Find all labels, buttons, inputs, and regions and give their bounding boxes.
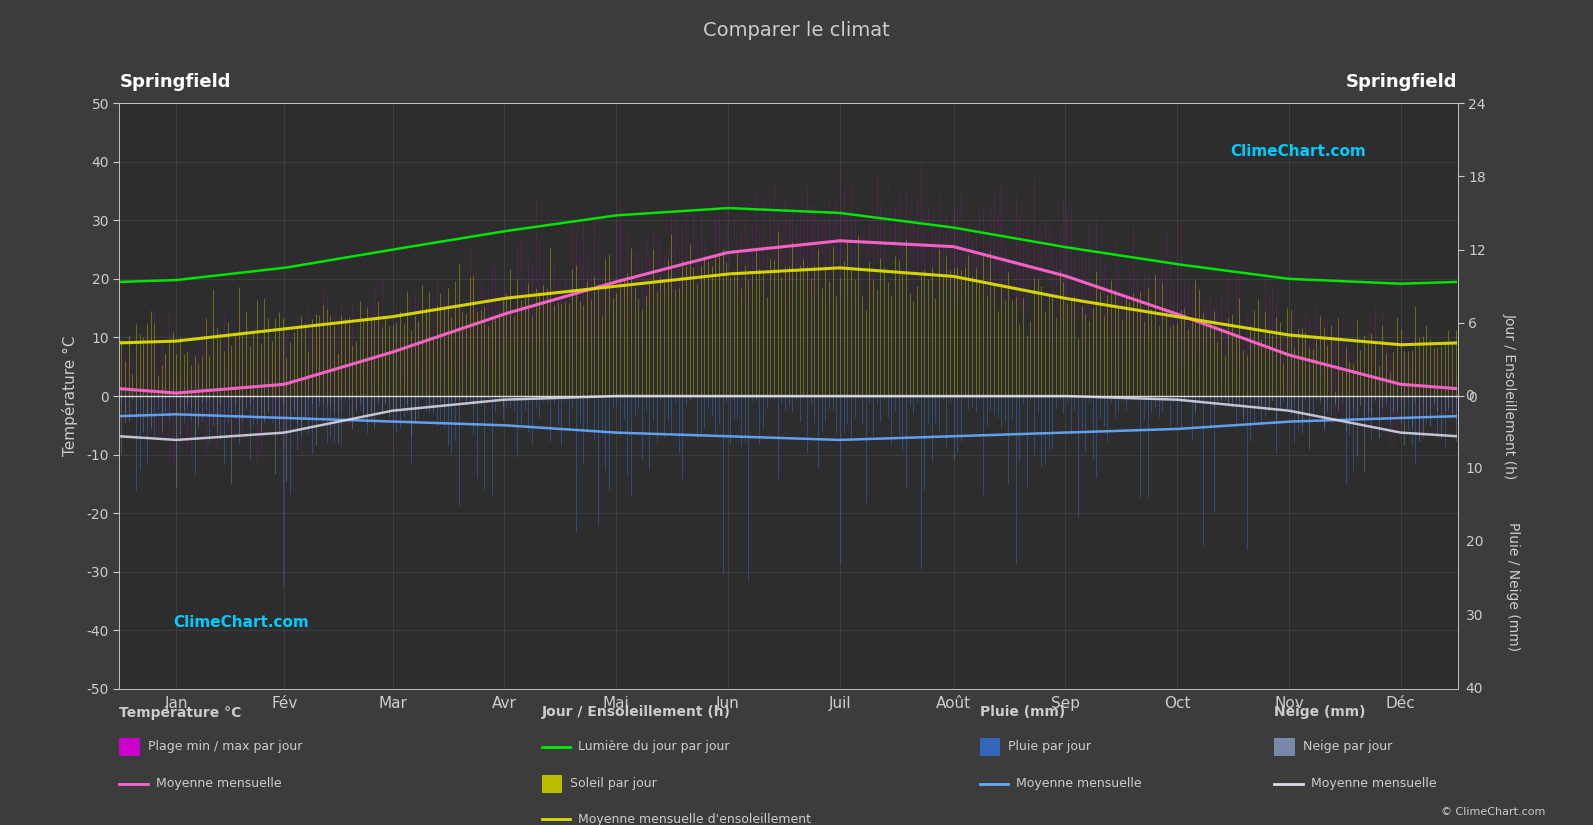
Text: Pluie par jour: Pluie par jour [1008, 740, 1091, 753]
Y-axis label: Jour / Ensoleillement (h): Jour / Ensoleillement (h) [1502, 313, 1517, 479]
Text: Neige (mm): Neige (mm) [1274, 705, 1365, 719]
Text: Température °C: Température °C [119, 705, 242, 720]
Text: ClimeChart.com: ClimeChart.com [174, 615, 309, 630]
Text: Springfield: Springfield [1346, 73, 1458, 92]
Text: Jour / Ensoleillement (h): Jour / Ensoleillement (h) [542, 705, 731, 719]
Text: Moyenne mensuelle: Moyenne mensuelle [156, 777, 282, 790]
Text: © ClimeChart.com: © ClimeChart.com [1440, 807, 1545, 817]
Text: Moyenne mensuelle d'ensoleillement: Moyenne mensuelle d'ensoleillement [578, 813, 811, 825]
Text: 30: 30 [1466, 609, 1483, 623]
Text: 20: 20 [1466, 535, 1483, 549]
Y-axis label: Température °C: Température °C [62, 336, 78, 456]
Text: Comparer le climat: Comparer le climat [703, 21, 890, 40]
Text: Pluie / Neige (mm): Pluie / Neige (mm) [1507, 521, 1520, 651]
Text: Plage min / max par jour: Plage min / max par jour [148, 740, 303, 753]
Text: 40: 40 [1466, 682, 1483, 695]
Text: Pluie (mm): Pluie (mm) [980, 705, 1066, 719]
Text: Soleil par jour: Soleil par jour [570, 777, 656, 790]
Text: Moyenne mensuelle: Moyenne mensuelle [1016, 777, 1142, 790]
Text: Neige par jour: Neige par jour [1303, 740, 1392, 753]
Text: ClimeChart.com: ClimeChart.com [1230, 144, 1365, 159]
Text: Springfield: Springfield [119, 73, 231, 92]
Text: 10: 10 [1466, 462, 1483, 476]
Text: Lumière du jour par jour: Lumière du jour par jour [578, 740, 730, 753]
Text: Moyenne mensuelle: Moyenne mensuelle [1311, 777, 1437, 790]
Text: 0: 0 [1466, 389, 1474, 403]
